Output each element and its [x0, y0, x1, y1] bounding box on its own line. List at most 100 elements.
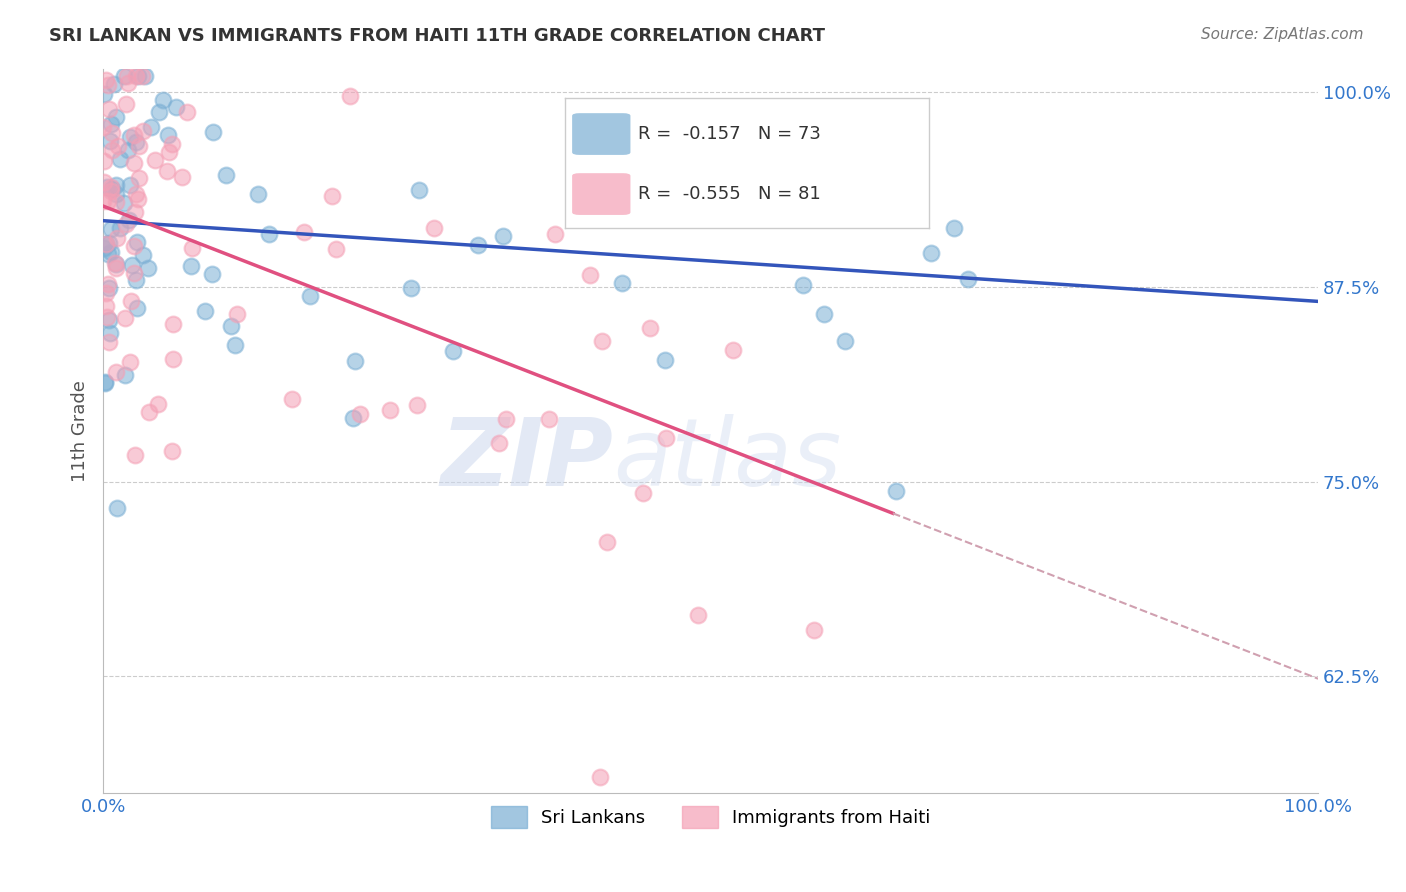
Point — [105, 110, 128, 124]
Point — [94, 236, 117, 251]
Point — [97, 313, 120, 327]
Legend: Sri Lankans, Immigrants from Haiti: Sri Lankans, Immigrants from Haiti — [484, 798, 938, 835]
Point — [127, 192, 149, 206]
Point — [104, 260, 127, 275]
Point — [321, 188, 343, 202]
Point — [162, 351, 184, 366]
Point — [108, 221, 131, 235]
Point — [118, 178, 141, 193]
Point — [104, 365, 127, 379]
Point — [292, 226, 315, 240]
Point — [543, 227, 565, 241]
Point — [98, 281, 121, 295]
Point — [488, 435, 510, 450]
Point — [122, 155, 145, 169]
Point — [100, 180, 122, 194]
Point — [121, 258, 143, 272]
Point — [117, 70, 139, 84]
Point — [100, 126, 122, 140]
Point — [120, 293, 142, 308]
Point — [98, 236, 121, 251]
Point — [181, 241, 204, 255]
Point — [97, 277, 120, 292]
Point — [194, 304, 217, 318]
Point — [298, 289, 321, 303]
Point — [107, 139, 129, 153]
Point — [136, 260, 159, 275]
Point — [633, 486, 655, 500]
Point — [97, 78, 120, 92]
Point — [257, 227, 280, 241]
Point — [100, 117, 122, 131]
Point — [98, 102, 121, 116]
Point — [114, 310, 136, 325]
Point — [378, 403, 401, 417]
Point — [138, 405, 160, 419]
Point — [423, 220, 446, 235]
Point — [591, 334, 613, 349]
Point — [128, 139, 150, 153]
Point — [588, 771, 610, 785]
Point — [170, 169, 193, 184]
Point — [105, 500, 128, 515]
Point — [104, 178, 127, 192]
Point — [110, 152, 132, 166]
Text: atlas: atlas — [613, 415, 842, 506]
Point — [127, 70, 149, 84]
Point — [118, 213, 141, 227]
Point — [165, 100, 187, 114]
Point — [101, 182, 124, 196]
Point — [124, 266, 146, 280]
Point — [219, 318, 242, 333]
Text: SRI LANKAN VS IMMIGRANTS FROM HAITI 11TH GRADE CORRELATION CHART: SRI LANKAN VS IMMIGRANTS FROM HAITI 11TH… — [49, 27, 825, 45]
Point — [125, 70, 148, 84]
Point — [120, 355, 142, 369]
Point — [104, 256, 127, 270]
Point — [655, 431, 678, 445]
Point — [721, 343, 744, 358]
Point — [180, 259, 202, 273]
Point — [406, 398, 429, 412]
Point — [117, 143, 139, 157]
Point — [579, 268, 602, 282]
Point — [125, 235, 148, 249]
Point — [94, 73, 117, 87]
Point — [128, 171, 150, 186]
Point — [148, 105, 170, 120]
Point — [122, 238, 145, 252]
Point — [325, 243, 347, 257]
Point — [467, 238, 489, 252]
Point — [96, 285, 118, 300]
Point — [143, 153, 166, 167]
Point — [94, 237, 117, 252]
Point — [790, 178, 813, 192]
Point — [638, 321, 661, 335]
Point — [94, 299, 117, 313]
Point — [93, 242, 115, 256]
Point — [224, 338, 246, 352]
Point — [495, 412, 517, 426]
Point — [139, 120, 162, 135]
Point — [401, 281, 423, 295]
Point — [100, 184, 122, 198]
Point — [97, 247, 120, 261]
Point — [96, 180, 118, 194]
Point — [920, 245, 942, 260]
Point — [114, 368, 136, 382]
Point — [749, 207, 772, 221]
Point — [905, 116, 928, 130]
Point — [342, 410, 364, 425]
Point — [281, 392, 304, 407]
Point — [94, 376, 117, 391]
Point — [215, 168, 238, 182]
Point — [200, 267, 222, 281]
Point — [612, 276, 634, 290]
Point — [103, 77, 125, 91]
Point — [160, 443, 183, 458]
Point — [93, 175, 115, 189]
Point — [146, 397, 169, 411]
Point — [152, 93, 174, 107]
Point — [105, 194, 128, 209]
Point — [349, 407, 371, 421]
Point — [834, 334, 856, 348]
